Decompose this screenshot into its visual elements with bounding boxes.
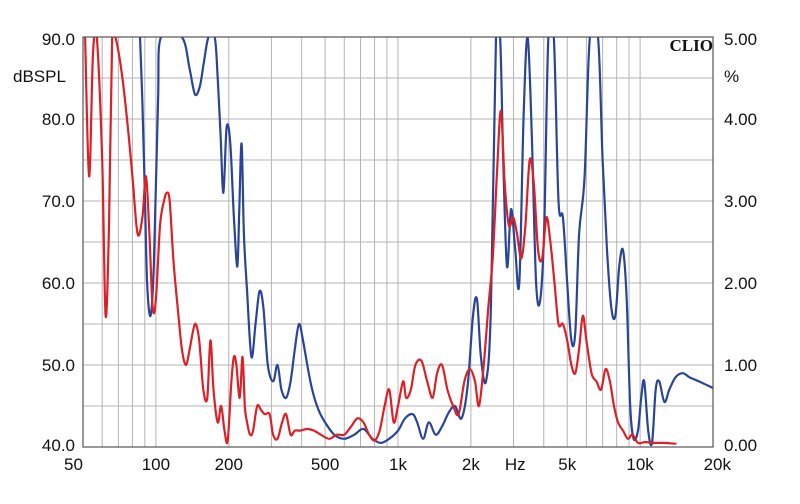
y-right-unit-label: %	[724, 67, 739, 86]
y-left-unit-label: dBSPL	[13, 67, 66, 86]
x-tick-label: 2k	[462, 455, 480, 474]
x-tick-label: 20k	[704, 455, 732, 474]
y-left-tick-label: 50.0	[42, 356, 75, 375]
y-left-tick-label: 60.0	[42, 274, 75, 293]
x-unit-label: Hz	[505, 455, 526, 474]
label-layer: 50 100 200 500 1k 2k 5k 10k 20k Hz 90.0 80.0 70.0 60.…	[42, 30, 757, 474]
y-right-tick-label: 2.00	[724, 274, 757, 293]
x-tick-label: 1k	[389, 455, 407, 474]
x-tick-label: 200	[215, 455, 243, 474]
x-tick-label: 100	[142, 455, 170, 474]
y-left-tick-label: 70.0	[42, 192, 75, 211]
series_2-line	[84, 37, 677, 445]
x-tick-label: 50	[64, 455, 83, 474]
plot-frame	[82, 36, 714, 448]
y-right-tick-label: 0.00	[724, 436, 757, 455]
series-layer	[84, 37, 713, 447]
y-left-tick-label: 80.0	[42, 110, 75, 129]
y-right-tick-label: 3.00	[724, 192, 757, 211]
y-right-tick-label: 5.00	[724, 30, 757, 49]
x-tick-label: 500	[311, 455, 339, 474]
brand-label: CLIO	[670, 36, 713, 55]
x-tick-label: 10k	[626, 455, 654, 474]
y-left-tick-label: 40.0	[42, 436, 75, 455]
grid-layer	[83, 37, 713, 447]
y-right-tick-label: 1.00	[724, 356, 757, 375]
y-right-tick-label: 4.00	[724, 110, 757, 129]
y-left-tick-label: 90.0	[42, 30, 75, 49]
series_1-line	[138, 37, 713, 447]
x-tick-label: 5k	[558, 455, 576, 474]
